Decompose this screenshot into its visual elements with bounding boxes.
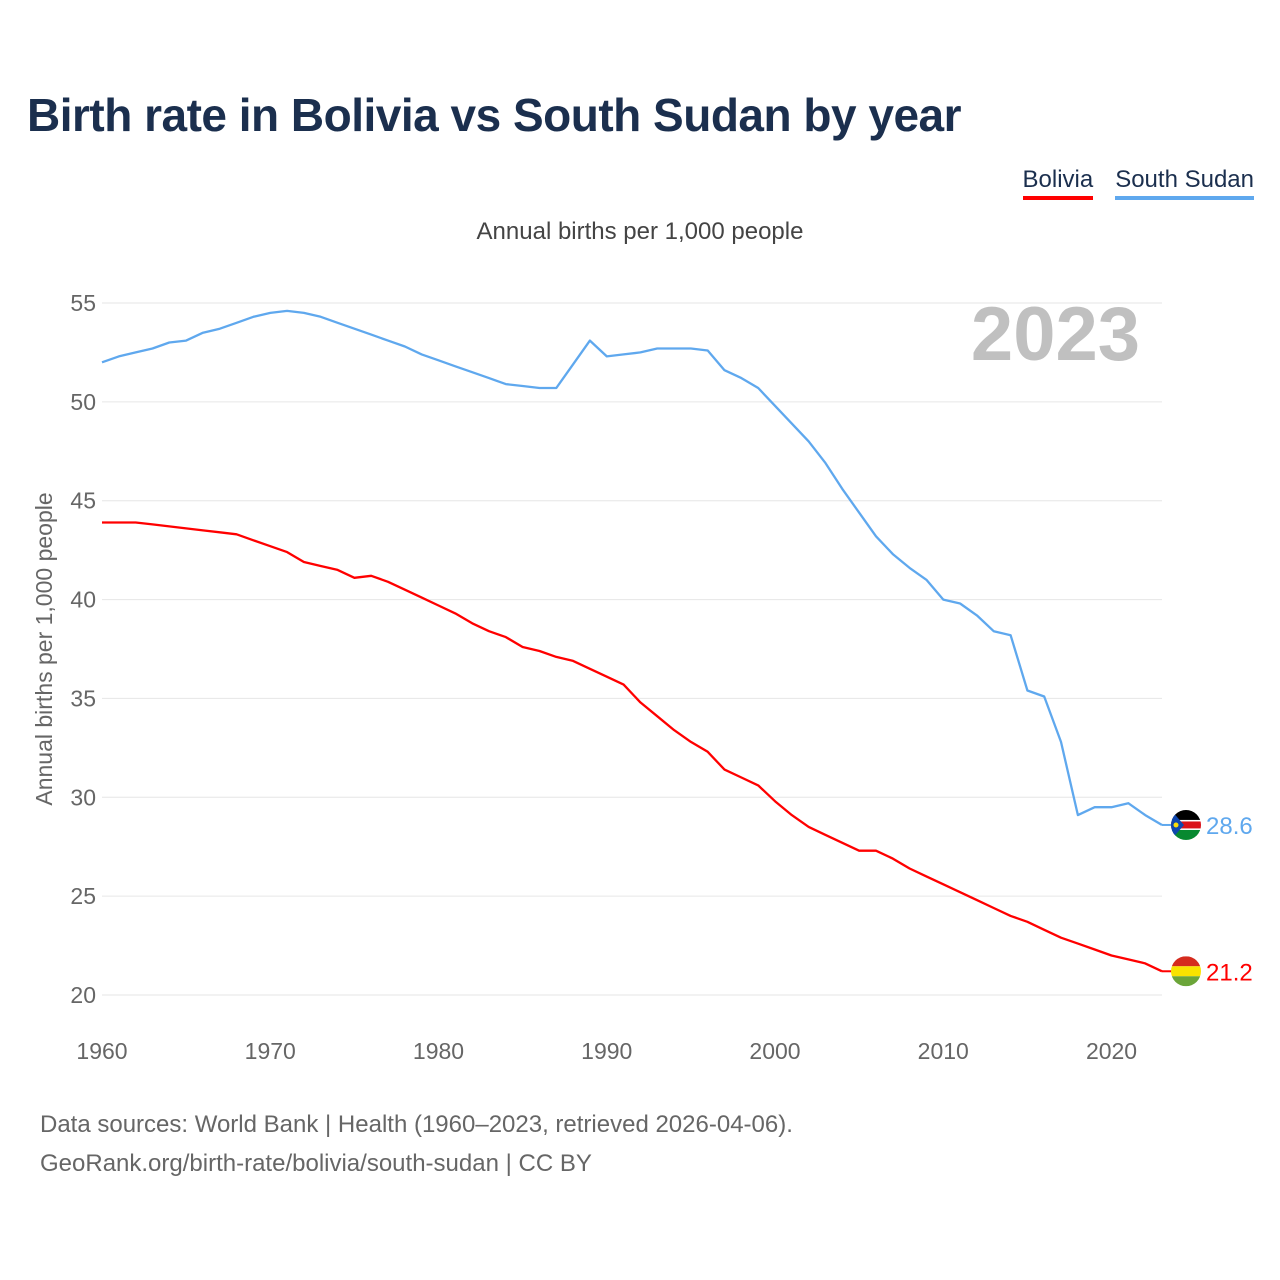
x-tick-label: 2010: [918, 1038, 969, 1064]
y-tick-label: 25: [70, 883, 96, 909]
y-tick-label: 50: [70, 389, 96, 415]
x-tick-label: 1990: [581, 1038, 632, 1064]
series-line-bolivia: [102, 521, 1163, 973]
y-tick-label: 30: [70, 784, 96, 810]
y-tick-label: 20: [70, 982, 96, 1008]
x-tick-label: 1980: [413, 1038, 464, 1064]
bolivia-flag-icon: [1171, 956, 1201, 987]
y-tick-label: 40: [70, 587, 96, 613]
source-link[interactable]: GeoRank.org/birth-rate/bolivia/south-sud…: [40, 1150, 592, 1177]
y-axis-label: Annual births per 1,000 people: [31, 492, 57, 805]
x-tick-label: 2020: [1086, 1038, 1137, 1064]
series-line-south-sudan: [101, 309, 1163, 826]
end-value-label: 21.2: [1206, 959, 1253, 986]
data-source: Data sources: World Bank | Health (1960–…: [40, 1111, 793, 1138]
legend: Bolivia South Sudan: [1022, 166, 1254, 200]
chart-title: Birth rate in Bolivia vs South Sudan by …: [27, 89, 962, 141]
chart-subtitle: Annual births per 1,000 people: [476, 218, 804, 245]
year-label: 2023: [971, 292, 1140, 377]
x-tick-label: 2000: [749, 1038, 800, 1064]
south-sudan-flag-icon: [1171, 809, 1201, 840]
end-value-label: 28.6: [1206, 813, 1253, 840]
x-tick-label: 1960: [76, 1038, 127, 1064]
y-tick-label: 35: [70, 685, 96, 711]
y-tick-label: 55: [70, 290, 96, 316]
y-tick-label: 45: [70, 488, 96, 514]
x-tick-label: 1970: [245, 1038, 296, 1064]
footer: Data sources: World Bank | Health (1960–…: [40, 1105, 793, 1183]
legend-item-bolivia[interactable]: Bolivia: [1022, 166, 1094, 200]
line-chart: 20 25 30 35 40 45 50 55 1960 1970 1980 1990 2000 2010…: [31, 290, 1253, 1064]
legend-item-south-sudan[interactable]: South Sudan: [1115, 166, 1254, 200]
